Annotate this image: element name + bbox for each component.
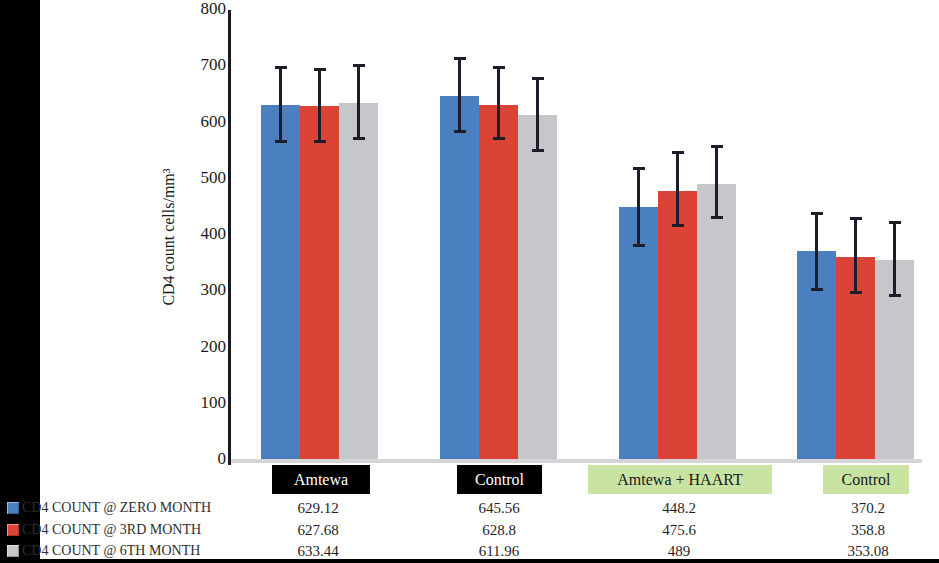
value-cell-2-2: 628.8 <box>444 521 554 539</box>
category-label-4: Control <box>823 465 909 494</box>
error-bar-cap-top <box>672 151 684 154</box>
y-axis-line <box>228 10 231 465</box>
y-tick-label: 100 <box>182 393 226 413</box>
error-bar-cap-top <box>889 221 901 224</box>
left-black-band <box>0 0 40 563</box>
error-bar-line <box>715 146 718 219</box>
bar-1-1 <box>261 105 300 461</box>
error-bar-line <box>637 168 640 246</box>
bar-1-2 <box>440 96 479 461</box>
bar-2-2 <box>479 105 518 461</box>
value-cell-2-4: 358.8 <box>813 521 923 539</box>
y-tick-label: 600 <box>182 112 226 132</box>
error-bar-cap-bottom <box>850 291 862 294</box>
y-tick-label: 0 <box>182 449 226 469</box>
error-bar-cap-top <box>850 217 862 220</box>
error-bar-cap-top <box>532 77 544 80</box>
error-bar-cap-top <box>314 68 326 71</box>
error-bar-cap-bottom <box>353 137 365 140</box>
value-cell-3-1: 633.44 <box>263 542 373 560</box>
error-bar-line <box>357 65 360 139</box>
value-cell-3-2: 611.96 <box>444 542 554 560</box>
error-bar-line <box>318 69 321 142</box>
error-bar-line <box>458 58 461 132</box>
error-bar-cap-top <box>711 145 723 148</box>
y-axis-title: CD4 count cells/mm³ <box>160 168 178 305</box>
bar-3-3 <box>697 184 736 461</box>
legend-label-1: CD4 COUNT @ ZERO MONTH <box>22 499 211 517</box>
error-bar-cap-bottom <box>811 288 823 291</box>
bar-2-1 <box>300 106 339 461</box>
y-tick-label: 400 <box>182 224 226 244</box>
y-tick-label: 300 <box>182 280 226 300</box>
legend-swatch-1 <box>7 502 19 514</box>
error-bar-line <box>279 67 282 142</box>
error-bar-cap-top <box>454 57 466 60</box>
error-bar-line <box>536 78 539 151</box>
legend-label-3: CD4 COUNT @ 6TH MONTH <box>22 542 200 560</box>
value-cell-3-3: 489 <box>624 542 734 560</box>
chart-figure: CD4 count cells/mm³ Amtewa Control Amtewa … <box>0 0 939 563</box>
category-label-1: Amtewa <box>272 465 370 494</box>
legend-swatch-3 <box>7 545 19 557</box>
y-tick-label: 200 <box>182 337 226 357</box>
value-cell-2-1: 627.68 <box>263 521 373 539</box>
legend-label-2: CD4 COUNT @ 3RD MONTH <box>22 521 201 539</box>
category-label-3: Amtewa + HAART <box>588 465 772 494</box>
error-bar-cap-top <box>633 167 645 170</box>
error-bar-cap-top <box>493 66 505 69</box>
error-bar-cap-bottom <box>711 216 723 219</box>
y-tick-label: 500 <box>182 168 226 188</box>
legend-swatch-2 <box>7 524 19 536</box>
error-bar-line <box>815 213 818 291</box>
value-cell-3-4: 353.08 <box>813 542 923 560</box>
value-cell-1-1: 629.12 <box>263 499 373 517</box>
error-bar-line <box>497 67 500 139</box>
error-bar-cap-bottom <box>454 130 466 133</box>
bottom-black-band <box>0 559 939 563</box>
y-tick-label: 700 <box>182 55 226 75</box>
value-cell-1-2: 645.56 <box>444 499 554 517</box>
y-tick-label: 800 <box>182 0 226 19</box>
value-cell-1-4: 370.2 <box>813 499 923 517</box>
error-bar-cap-bottom <box>672 224 684 227</box>
error-bar-cap-top <box>811 212 823 215</box>
error-bar-cap-bottom <box>532 149 544 152</box>
x-axis-baseline <box>231 459 922 463</box>
value-cell-2-3: 475.6 <box>624 521 734 539</box>
error-bar-cap-bottom <box>314 140 326 143</box>
bar-3-2 <box>518 115 557 461</box>
error-bar-cap-bottom <box>633 244 645 247</box>
error-bar-cap-bottom <box>889 294 901 297</box>
error-bar-cap-bottom <box>493 137 505 140</box>
error-bar-line <box>893 222 896 296</box>
error-bar-line <box>854 218 857 293</box>
error-bar-cap-top <box>275 66 287 69</box>
bar-2-3 <box>658 191 697 461</box>
value-cell-1-3: 448.2 <box>624 499 734 517</box>
error-bar-line <box>676 152 679 227</box>
error-bar-cap-bottom <box>275 140 287 143</box>
error-bar-cap-top <box>353 64 365 67</box>
bar-3-1 <box>339 103 378 461</box>
category-label-2: Control <box>457 465 542 494</box>
